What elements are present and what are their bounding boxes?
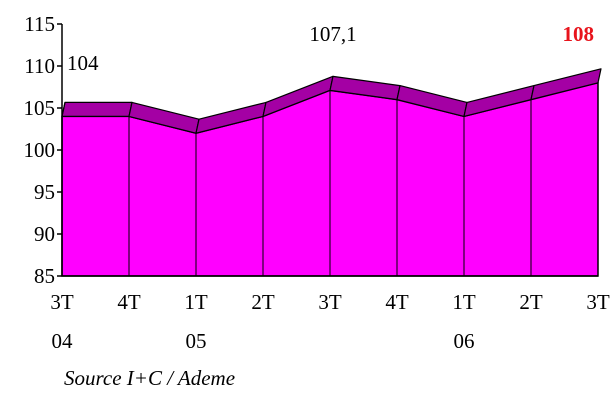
data-label: 104: [67, 51, 99, 75]
x-tick-label-year: 05: [186, 329, 207, 353]
x-tick-label-year: 06: [454, 329, 475, 353]
y-tick-label: 90: [34, 222, 55, 246]
x-tick-label-year: 04: [52, 329, 74, 353]
x-tick-label-quarter: 3T: [50, 290, 74, 314]
x-tick-label-quarter: 1T: [184, 290, 208, 314]
x-tick-label-quarter: 3T: [318, 290, 342, 314]
y-tick-label: 100: [24, 138, 56, 162]
y-tick-label: 110: [24, 54, 55, 78]
data-label: 108: [563, 22, 595, 46]
source-note: Source I+C / Ademe: [64, 366, 236, 390]
data-label: 107,1: [309, 22, 356, 46]
x-tick-label-quarter: 1T: [452, 290, 476, 314]
y-tick-label: 105: [24, 96, 56, 120]
x-tick-label-quarter: 3T: [586, 290, 610, 314]
x-tick-label-quarter: 4T: [385, 290, 409, 314]
x-tick-label-quarter: 2T: [251, 290, 275, 314]
y-tick-label: 95: [34, 180, 55, 204]
y-tick-label: 115: [24, 12, 55, 36]
x-tick-label-quarter: 2T: [519, 290, 543, 314]
area-top-band-segment: [61, 101, 133, 117]
y-tick-label: 85: [34, 264, 55, 288]
area-top-band-segment: [530, 68, 602, 101]
x-tick-label-quarter: 4T: [117, 290, 141, 314]
